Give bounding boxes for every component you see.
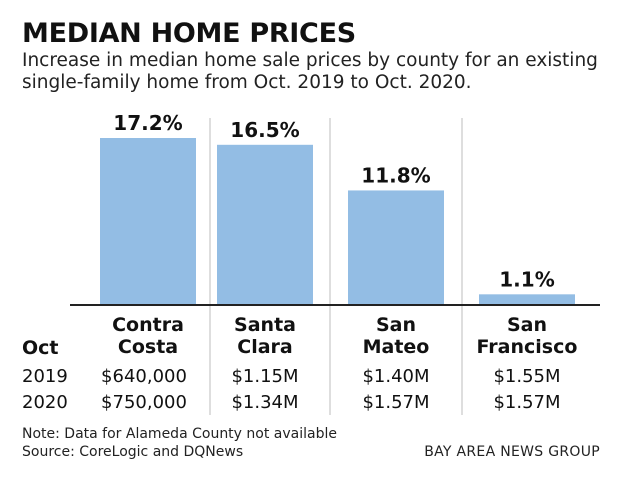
- value-label: 17.2%: [113, 111, 182, 135]
- bar-santa-clara: [217, 144, 313, 305]
- value-label: 1.1%: [499, 267, 554, 291]
- price-2019: $640,000: [101, 366, 187, 387]
- bar-chart: 17.2% 16.5% 11.8% 1.1%: [70, 111, 600, 415]
- price-2019: $1.55M: [493, 366, 561, 387]
- value-label: 16.5%: [230, 118, 299, 142]
- county-name: Contra Costa: [112, 314, 184, 358]
- source-text: Source: CoreLogic and DQNews: [22, 444, 244, 460]
- bar-contra-costa: [100, 138, 196, 305]
- bar-san-francisco: [479, 294, 575, 305]
- county-name: Santa Clara: [234, 314, 296, 358]
- column-dividers: [209, 118, 463, 415]
- oct-header: Oct: [22, 337, 59, 359]
- value-label: 11.8%: [361, 163, 430, 187]
- price-2019: $1.40M: [362, 366, 430, 387]
- bars: [100, 138, 575, 305]
- year-2020: 2020: [22, 392, 68, 413]
- value-labels: 17.2% 16.5% 11.8% 1.1%: [113, 111, 554, 291]
- price-2020: $1.57M: [362, 392, 430, 413]
- county-name: San Mateo: [362, 314, 430, 358]
- bar-san-mateo: [348, 190, 444, 305]
- price-2019: $1.15M: [231, 366, 299, 387]
- credit-text: BAY AREA NEWS GROUP: [424, 444, 600, 460]
- note-text: Note: Data for Alameda County not availa…: [22, 426, 337, 442]
- price-2020: $1.57M: [493, 392, 561, 413]
- year-2019: 2019: [22, 366, 68, 387]
- chart-subtitle: Increase in median home sale prices by c…: [22, 50, 598, 93]
- chart-title: MEDIAN HOME PRICES: [22, 18, 356, 49]
- price-2020: $750,000: [101, 392, 187, 413]
- county-name: San Francisco: [476, 314, 578, 358]
- price-2020: $1.34M: [231, 392, 299, 413]
